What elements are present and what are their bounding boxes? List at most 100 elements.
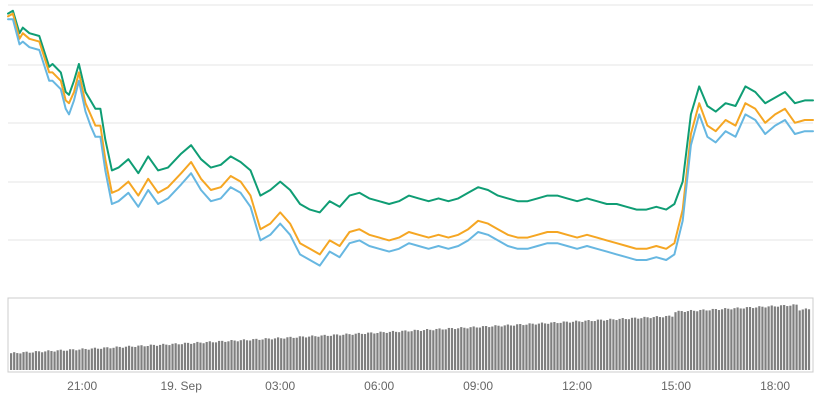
volume-bar [19, 353, 22, 370]
volume-bar [658, 317, 662, 370]
volume-bar [429, 329, 432, 370]
volume-bar [795, 304, 798, 370]
volume-bar [267, 338, 270, 370]
volume-bar [339, 335, 342, 370]
volume-bar [643, 316, 646, 370]
volume-bar [413, 329, 416, 370]
volume-bar [699, 309, 702, 370]
volume-bar [186, 342, 190, 370]
grid [8, 4, 813, 299]
volume-bar [236, 341, 239, 370]
volume-bar [394, 331, 398, 370]
navigator[interactable] [7, 297, 814, 373]
volume-bar [72, 349, 75, 370]
volume-bar [627, 319, 631, 370]
volume-bar [224, 341, 227, 370]
volume-bar [677, 310, 680, 370]
volume-bar [665, 315, 668, 370]
volume-bar [115, 346, 118, 370]
x-tick-label: 15:00 [661, 379, 691, 393]
volume-bar [779, 305, 783, 370]
volume-bar [149, 344, 152, 370]
volume-bar [249, 340, 252, 370]
volume-bar [205, 341, 208, 370]
volume-bar [106, 347, 109, 370]
volume-bar [96, 348, 100, 370]
volume-bar [289, 336, 292, 370]
volume-bar [131, 346, 134, 370]
volume-bar [84, 348, 87, 370]
x-tick-label: 18:00 [760, 379, 790, 393]
volume-bar [332, 334, 336, 370]
volume-bar [146, 346, 149, 370]
volume-bar [531, 323, 534, 370]
volume-bar [426, 329, 429, 370]
volume-bar [767, 306, 770, 370]
volume-bar [671, 316, 674, 370]
volume-bar [752, 308, 755, 370]
volume-bar [47, 350, 50, 370]
volume-bar [227, 341, 230, 370]
volume-bar [202, 343, 205, 370]
x-tick-label: 12:00 [562, 379, 592, 393]
volume-bar [81, 348, 84, 370]
volume-bar [180, 344, 183, 370]
volume-bar [385, 332, 388, 370]
volume-bar [320, 335, 323, 370]
volume-bar [121, 347, 124, 370]
volume-bar [447, 327, 450, 370]
volume-bar [748, 306, 752, 370]
volume-bar [686, 311, 690, 370]
volume-bar [140, 345, 143, 370]
volume-bar [717, 310, 721, 370]
volume-bar [177, 344, 180, 370]
volume-bar [34, 351, 38, 370]
volume-bar [714, 309, 717, 370]
x-tick-label: 06:00 [364, 379, 394, 393]
volume-bar [786, 306, 789, 370]
volume-bar [59, 349, 62, 370]
volume-bar [410, 331, 413, 370]
volume-bar [391, 330, 395, 370]
volume-bar [239, 340, 242, 370]
volume-bar [559, 322, 562, 370]
volume-bar [453, 329, 457, 370]
volume-bar [311, 335, 314, 370]
volume-bar [562, 321, 565, 370]
volume-bar [745, 307, 748, 370]
volume-bar [596, 319, 599, 370]
volume-bars [10, 304, 811, 370]
volume-bar [441, 329, 444, 370]
volume-bar [255, 338, 258, 370]
volume-bar [16, 353, 19, 370]
volume-bar [640, 318, 643, 370]
volume-bar [65, 350, 69, 370]
volume-bar [357, 332, 360, 370]
volume-bar [537, 323, 540, 370]
volume-bar [807, 309, 811, 370]
volume-bar [544, 323, 547, 370]
volume-bar [124, 346, 128, 370]
volume-bar [506, 324, 509, 370]
volume-bar [56, 350, 59, 370]
volume-bar [245, 340, 249, 370]
volume-bar [606, 320, 609, 370]
volume-bar [388, 331, 391, 370]
volume-bar [742, 308, 745, 370]
volume-bar [720, 309, 724, 370]
volume-bar [317, 336, 320, 370]
volume-bar [534, 324, 537, 370]
volume-bar [727, 308, 730, 370]
volume-bar [652, 317, 655, 370]
volume-bar [37, 351, 41, 370]
series-line-2 [7, 12, 814, 256]
volume-bar [578, 321, 581, 370]
volume-bar [261, 339, 264, 370]
volume-bar [494, 325, 497, 370]
volume-bar [44, 351, 47, 370]
volume-bar [481, 326, 485, 370]
volume-bar [770, 305, 773, 370]
volume-bar [50, 351, 53, 370]
volume-bar [680, 311, 683, 370]
volume-bar [590, 321, 593, 370]
